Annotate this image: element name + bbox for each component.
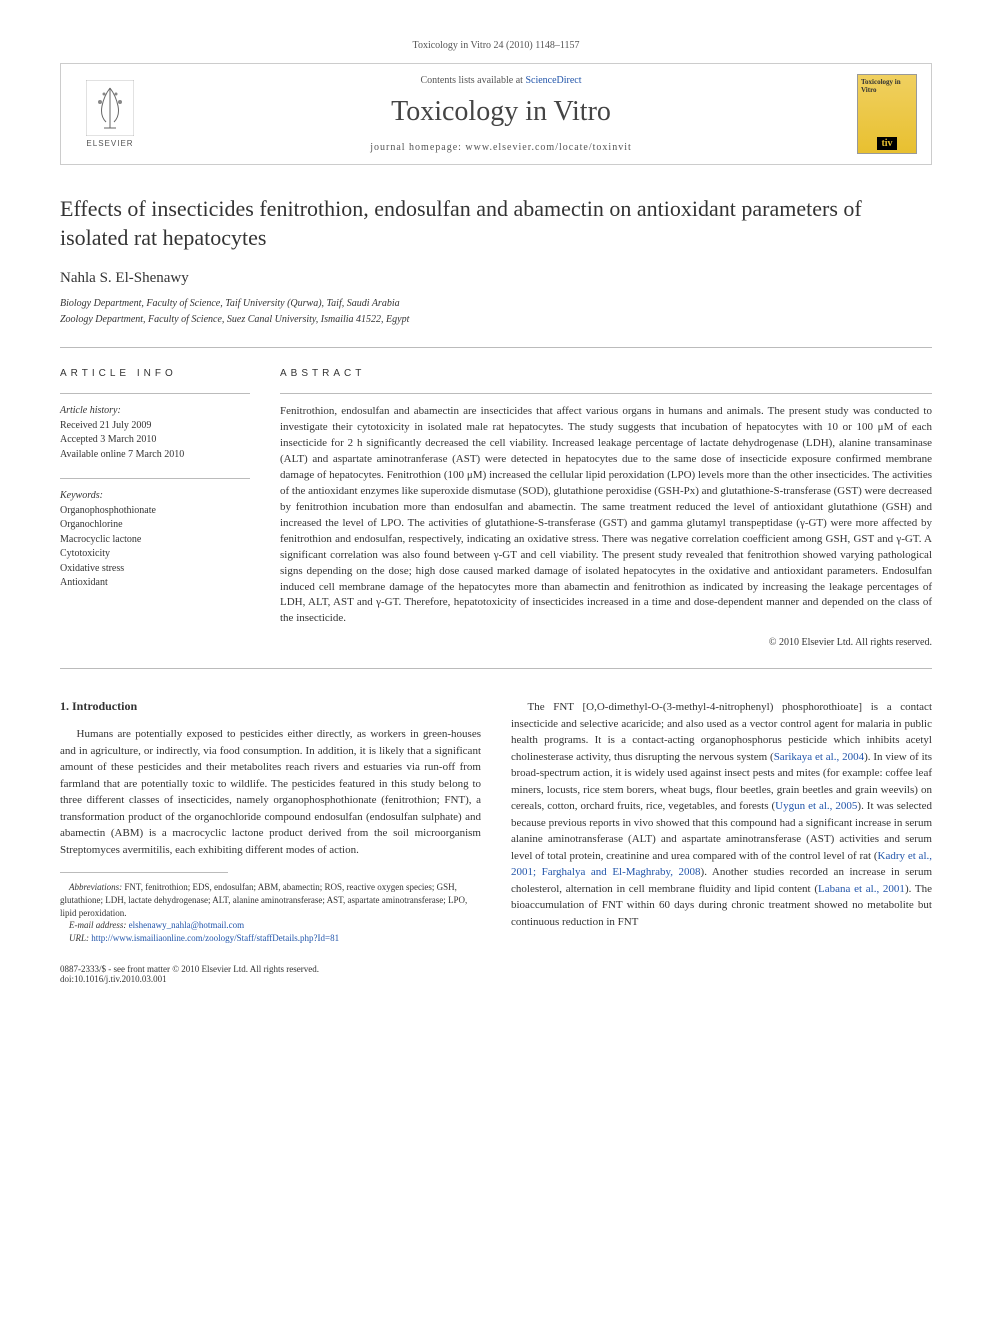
url-label: URL: <box>69 933 89 943</box>
contents-prefix: Contents lists available at <box>420 75 525 86</box>
abstract-copyright: © 2010 Elsevier Ltd. All rights reserved… <box>280 637 932 648</box>
abbrev-text: FNT, fenitrothion; EDS, endosulfan; ABM,… <box>60 882 467 917</box>
body-columns: 1. Introduction Humans are potentially e… <box>60 699 932 944</box>
keyword-3: Cytotoxicity <box>60 547 250 562</box>
footer-doi: doi:10.1016/j.tiv.2010.03.001 <box>60 974 319 984</box>
keyword-2: Macrocyclic lactone <box>60 533 250 548</box>
keywords-label: Keywords: <box>60 489 250 504</box>
article-history-block: Article history: Received 21 July 2009 A… <box>60 404 250 462</box>
cover-thumb-title: Toxicology in Vitro <box>861 78 913 94</box>
reference-link-labana[interactable]: Labana et al., 2001 <box>818 883 905 895</box>
journal-title: Toxicology in Vitro <box>145 96 857 128</box>
history-label: Article history: <box>60 404 250 419</box>
body-column-right: The FNT [O,O-dimethyl-O-(3-methyl-4-nitr… <box>511 699 932 944</box>
affiliation-1: Biology Department, Faculty of Science, … <box>60 297 932 311</box>
history-online: Available online 7 March 2010 <box>60 448 250 463</box>
article-info-heading: ARTICLE INFO <box>60 368 250 379</box>
keyword-4: Oxidative stress <box>60 562 250 577</box>
introduction-heading: 1. Introduction <box>60 699 481 714</box>
contents-available-line: Contents lists available at ScienceDirec… <box>145 75 857 86</box>
email-footnote: E-mail address: elshenawy_nahla@hotmail.… <box>60 919 481 932</box>
journal-cover-thumbnail: Toxicology in Vitro tiv <box>857 74 917 154</box>
url-footnote: URL: http://www.ismailiaonline.com/zoolo… <box>60 932 481 945</box>
info-divider-1 <box>60 393 250 394</box>
footer-left: 0887-2333/$ - see front matter © 2010 El… <box>60 964 319 984</box>
keywords-block: Keywords: Organophosphothionate Organoch… <box>60 489 250 591</box>
article-info-column: ARTICLE INFO Article history: Received 2… <box>60 368 250 648</box>
page-footer: 0887-2333/$ - see front matter © 2010 El… <box>60 964 932 984</box>
body-column-left: 1. Introduction Humans are potentially e… <box>60 699 481 944</box>
keyword-1: Organochlorine <box>60 518 250 533</box>
keyword-0: Organophosphothionate <box>60 504 250 519</box>
elsevier-logo: ELSEVIER <box>75 74 145 154</box>
abbreviations-footnote: Abbreviations: FNT, fenitrothion; EDS, e… <box>60 881 481 919</box>
intro-paragraph-2: The FNT [O,O-dimethyl-O-(3-methyl-4-nitr… <box>511 699 932 930</box>
elsevier-label: ELSEVIER <box>86 139 133 148</box>
abbrev-label: Abbreviations: <box>69 882 122 892</box>
elsevier-tree-icon <box>86 80 134 136</box>
keyword-5: Antioxidant <box>60 576 250 591</box>
intro-paragraph-1: Humans are potentially exposed to pestic… <box>60 726 481 858</box>
cover-thumb-abbrev: tiv <box>877 137 896 150</box>
article-title: Effects of insecticides fenitrothion, en… <box>60 195 932 252</box>
sciencedirect-link[interactable]: ScienceDirect <box>525 75 581 86</box>
info-divider-2 <box>60 478 250 479</box>
author-name: Nahla S. El-Shenawy <box>60 270 932 287</box>
citation-header: Toxicology in Vitro 24 (2010) 1148–1157 <box>60 40 932 51</box>
abstract-divider <box>280 393 932 394</box>
affiliation-2: Zoology Department, Faculty of Science, … <box>60 313 932 327</box>
reference-link-sarikaya[interactable]: Sarikaya et al., 2004 <box>774 751 864 763</box>
history-received: Received 21 July 2009 <box>60 419 250 434</box>
history-accepted: Accepted 3 March 2010 <box>60 433 250 448</box>
footer-copyright: 0887-2333/$ - see front matter © 2010 El… <box>60 964 319 974</box>
header-center: Contents lists available at ScienceDirec… <box>145 75 857 153</box>
email-label: E-mail address: <box>69 920 126 930</box>
divider-bottom <box>60 668 932 669</box>
info-abstract-row: ARTICLE INFO Article history: Received 2… <box>60 368 932 648</box>
divider-top <box>60 347 932 348</box>
footnote-divider <box>60 872 228 873</box>
abstract-text: Fenitrothion, endosulfan and abamectin a… <box>280 404 932 627</box>
abstract-column: ABSTRACT Fenitrothion, endosulfan and ab… <box>280 368 932 648</box>
abstract-heading: ABSTRACT <box>280 368 932 379</box>
journal-homepage: journal homepage: www.elsevier.com/locat… <box>145 142 857 153</box>
author-email-link[interactable]: elshenawy_nahla@hotmail.com <box>126 920 244 930</box>
journal-header-box: ELSEVIER Contents lists available at Sci… <box>60 63 932 165</box>
reference-link-uygun[interactable]: Uygun et al., 2005 <box>775 800 857 812</box>
author-url-link[interactable]: http://www.ismailiaonline.com/zoology/St… <box>89 933 339 943</box>
